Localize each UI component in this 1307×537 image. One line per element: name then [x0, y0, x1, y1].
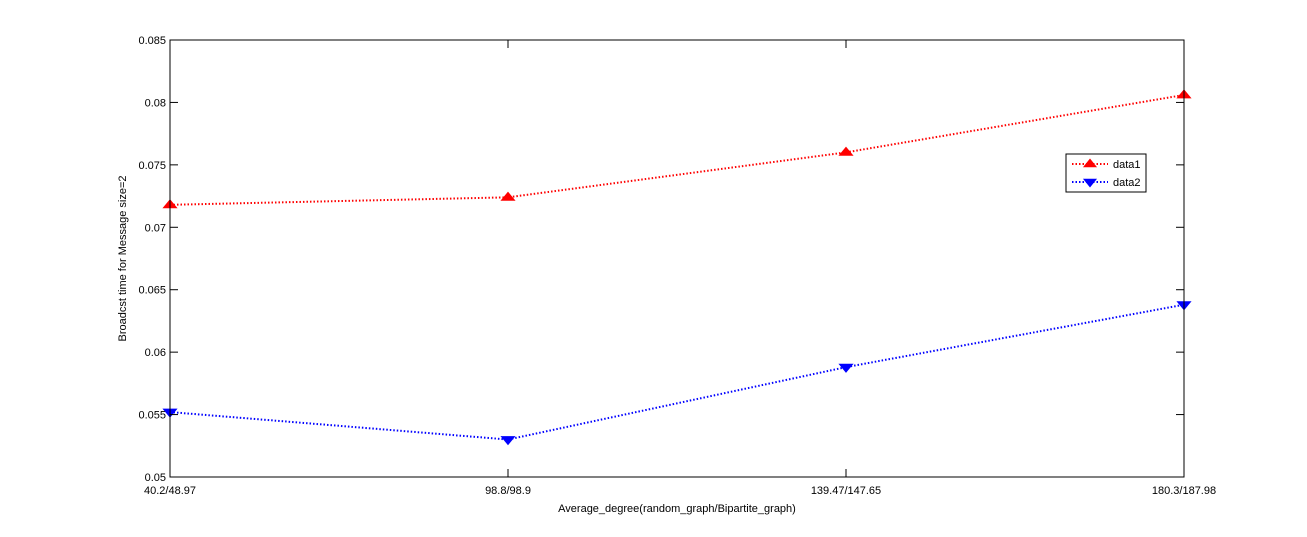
- series-line: [169, 93, 1185, 206]
- x-tick-label: 180.3/187.98: [1152, 485, 1216, 497]
- y-tick-label: 0.06: [145, 347, 166, 359]
- legend-marker: [1082, 158, 1098, 168]
- legend-box: [1065, 153, 1147, 193]
- legend-label: data1: [1113, 159, 1141, 171]
- data-point: [500, 436, 516, 446]
- y-axis-title: Broadcst time for Message size=2: [117, 176, 129, 342]
- y-tick-label: 0.08: [145, 97, 166, 109]
- plot-area: [170, 40, 1184, 477]
- y-tick-label: 0.075: [138, 160, 166, 172]
- y-tick-label: 0.07: [145, 222, 166, 234]
- legend-item: data2: [1072, 177, 1141, 189]
- data-point: [500, 191, 516, 201]
- legend-item: data1: [1072, 158, 1141, 171]
- series-line: [169, 303, 1185, 441]
- legend-label: data2: [1113, 177, 1141, 189]
- data-point: [838, 146, 854, 156]
- x-tick-label: 40.2/48.97: [144, 485, 196, 497]
- x-tick-label: 98.8/98.9: [485, 485, 531, 497]
- y-tick-label: 0.065: [138, 285, 166, 297]
- series-layer: [162, 89, 1192, 446]
- axes-box: [169, 39, 1185, 478]
- axes-layer: 0.05 0.055 0.06 0.065 0.07 0.075 0.08 0.085 40.2…: [138, 35, 1216, 497]
- y-tick-label: 0.05: [145, 472, 166, 484]
- y-tick-label: 0.085: [138, 35, 166, 47]
- legend: data1 data2: [1065, 153, 1147, 193]
- x-axis-title: Average_degree(random_graph/Bipartite_gr…: [558, 503, 796, 515]
- legend-marker: [1082, 178, 1098, 188]
- x-tick-label: 139.47/147.65: [811, 485, 881, 497]
- data-point: [838, 363, 854, 373]
- y-tick-label: 0.055: [138, 410, 166, 422]
